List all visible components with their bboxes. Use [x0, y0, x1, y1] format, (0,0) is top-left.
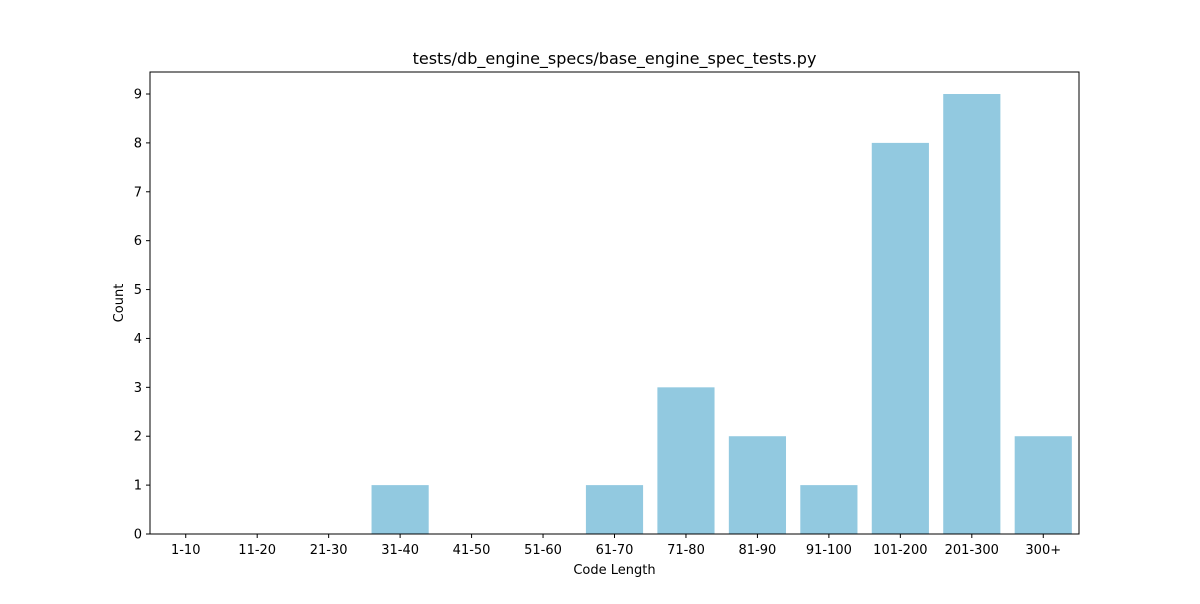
- bar-31-40: [371, 485, 429, 534]
- x-tick-label: 300+: [1025, 543, 1061, 558]
- y-tick-label: 2: [134, 430, 142, 445]
- x-tick-label: 81-90: [739, 543, 777, 558]
- bar-300+: [1014, 436, 1072, 534]
- y-axis: 0 1 2 3 4 5 6 7 8 9: [134, 88, 150, 543]
- bar-81-90: [728, 436, 787, 534]
- y-tick-label: 8: [134, 136, 142, 151]
- x-axis: 1-10 11-20 21-30 31-40 41-50 51-60 61-70 71-80 8…: [171, 534, 1061, 558]
- y-tick-label: 0: [134, 528, 142, 543]
- x-tick-label: 101-200: [873, 543, 927, 558]
- bar-61-70: [585, 485, 644, 534]
- y-tick-label: 5: [134, 283, 142, 298]
- x-tick-label: 91-100: [806, 543, 852, 558]
- x-tick-label: 61-70: [596, 543, 634, 558]
- y-tick-label: 9: [134, 88, 142, 103]
- y-tick-label: 6: [134, 234, 142, 249]
- x-tick-label: 41-50: [453, 543, 491, 558]
- bar-201-300: [943, 94, 1001, 534]
- bar-91-100: [800, 485, 858, 534]
- x-axis-title: Code Length: [573, 563, 655, 578]
- x-tick-label: 1-10: [171, 543, 201, 558]
- y-tick-label: 3: [134, 381, 142, 396]
- bar-101-200: [871, 142, 929, 534]
- chart-title: tests/db_engine_specs/base_engine_spec_t…: [413, 49, 817, 69]
- y-axis-title: Count: [112, 284, 127, 323]
- y-tick-label: 1: [134, 479, 142, 494]
- x-tick-label: 31-40: [381, 543, 419, 558]
- plot-frame: [149, 71, 1080, 535]
- x-tick-label: 21-30: [310, 543, 348, 558]
- y-tick-label: 4: [134, 332, 142, 347]
- bar-71-80: [657, 387, 715, 534]
- x-tick-label: 201-300: [945, 543, 999, 558]
- x-tick-label: 51-60: [524, 543, 562, 558]
- x-tick-label: 71-80: [667, 543, 705, 558]
- x-tick-label: 11-20: [238, 543, 276, 558]
- bars-group: [371, 94, 1072, 534]
- y-tick-label: 7: [134, 185, 142, 200]
